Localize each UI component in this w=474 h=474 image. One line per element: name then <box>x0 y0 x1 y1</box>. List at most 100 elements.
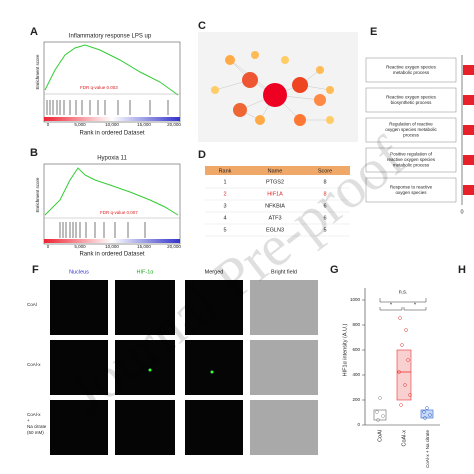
nodes <box>211 51 334 126</box>
signal <box>148 368 152 372</box>
panel-letter: F <box>32 264 39 276</box>
x-tick-label: CoAl-x + Na citrate <box>425 430 430 468</box>
box <box>420 409 434 419</box>
micrograph <box>250 340 318 395</box>
column-header: HIF-1α <box>137 269 155 275</box>
y-tick-label: 600 <box>352 347 360 352</box>
table-cell: 2 <box>223 191 226 197</box>
panel-c: C <box>198 20 358 142</box>
y-tick-label: 1000 <box>350 297 361 302</box>
box <box>373 409 387 421</box>
table-cell: PTGS2 <box>266 179 284 185</box>
panel-e: E Reactive oxygen species metabolic proce… <box>365 26 474 215</box>
significance-brackets <box>379 298 427 311</box>
x-tick-label: 0 <box>47 122 50 127</box>
micrograph <box>185 340 243 395</box>
table-cell: 8 <box>323 179 326 185</box>
bar <box>463 65 474 75</box>
column-header: Merged <box>205 269 224 275</box>
x-tick-label: 15,000 <box>137 244 151 249</box>
panel-letter: G <box>330 264 339 276</box>
row-label: CoAl-x <box>27 362 41 367</box>
row-label: CoAl <box>27 302 37 307</box>
header-cell: Score <box>318 168 332 174</box>
panel-letter: D <box>198 149 206 161</box>
table-cell: EGLN3 <box>266 227 284 233</box>
y-label: HIF1α intensity (A.U.) <box>342 323 348 376</box>
table-cell: 1 <box>223 179 226 185</box>
y-tick-label: 0 <box>357 422 360 427</box>
term-box <box>365 57 457 83</box>
micrograph <box>115 400 175 455</box>
table-cell: 6 <box>323 203 326 209</box>
panel-b: B Hypoxia 11 Enrichment score FDR q-valu… <box>30 147 181 258</box>
column-header: Nucleus <box>69 269 89 275</box>
significance-label: * <box>414 302 417 308</box>
micrograph <box>185 280 243 335</box>
plot-frame <box>43 163 181 245</box>
panel-letter: E <box>370 26 377 38</box>
bar <box>463 155 474 165</box>
points <box>422 406 432 420</box>
table-cell: NFKBIA <box>265 203 285 209</box>
significance-label: * <box>390 302 393 308</box>
micrograph <box>50 340 108 395</box>
y-label: Enrichment score <box>35 177 40 213</box>
micrograph <box>50 400 108 455</box>
signal <box>210 370 214 374</box>
table-cell: 8 <box>323 191 326 197</box>
y-tick-label: 200 <box>352 397 360 402</box>
x-tick-label: 5,000 <box>74 122 86 127</box>
x-tick-label: 20,000 <box>167 122 181 127</box>
x-tick-label: CoAl <box>377 430 383 442</box>
term-list: Reactive oxygen species metabolic process… <box>365 57 474 203</box>
term-label: Response to reactive oxygen species <box>390 184 433 195</box>
panel-d: D Rank Name Score 1 PTGS2 8 2 HIF1A 8 3 NFKBIA 6… <box>198 149 350 237</box>
bar <box>463 95 474 105</box>
x-tick-label: 0 <box>460 209 463 215</box>
annotation: FDR q-value 0.003 <box>80 85 118 90</box>
term-box <box>365 177 457 203</box>
box <box>396 349 412 401</box>
rank-bar <box>44 117 180 121</box>
table-cell: 4 <box>223 215 226 221</box>
row-label: CoAl-x + Na citrate (50 mM) <box>27 412 47 435</box>
rank-bar <box>44 239 180 243</box>
x-tick-label: 10,000 <box>105 244 119 249</box>
panel-title: Hypoxia 11 <box>97 156 127 162</box>
term-box <box>365 147 457 173</box>
table-cell: HIF1A <box>267 191 283 197</box>
term-label: Positive regulation of reactive oxygen sp… <box>387 152 436 168</box>
points <box>397 316 412 407</box>
micrograph <box>250 280 318 335</box>
micrograph <box>185 400 243 455</box>
column-header: Bright field <box>271 269 297 275</box>
x-tick-label: 5,000 <box>74 244 86 249</box>
term-label: Regulation of reactive oxygen species met… <box>385 122 437 138</box>
micrograph <box>250 400 318 455</box>
table-cell: 5 <box>223 227 226 233</box>
term-label: Reactive oxygen species biosynthetic proc… <box>386 94 437 105</box>
panel-letter: A <box>30 26 38 38</box>
table-cell: 3 <box>223 203 226 209</box>
panel-a: A Inflammatory response LPS up Enrichmen… <box>30 26 181 137</box>
table-cell: 5 <box>323 227 326 233</box>
micrograph <box>50 280 108 335</box>
panel-letter: B <box>30 147 38 159</box>
significance-label: n.s. <box>399 289 408 295</box>
panel-h: H <box>458 264 466 276</box>
x-tick-label: CoAl-x <box>401 430 407 447</box>
table-header <box>205 166 350 175</box>
x-label: Rank in ordered Dataset <box>79 131 144 137</box>
term-box <box>365 87 457 113</box>
enrichment-curve <box>44 167 179 216</box>
x-tick-label: 15,000 <box>137 122 151 127</box>
bar <box>463 185 474 195</box>
panel-f: F Nucleus HIF-1α Merged Bright field CoAl CoA… <box>27 264 318 455</box>
enrichment-curve <box>44 44 179 96</box>
panel-letter: H <box>458 264 466 276</box>
y-tick-label: 400 <box>352 372 360 377</box>
y-tick-label: 800 <box>352 322 360 327</box>
term-label: Reactive oxygen species metabolic process <box>386 64 437 75</box>
